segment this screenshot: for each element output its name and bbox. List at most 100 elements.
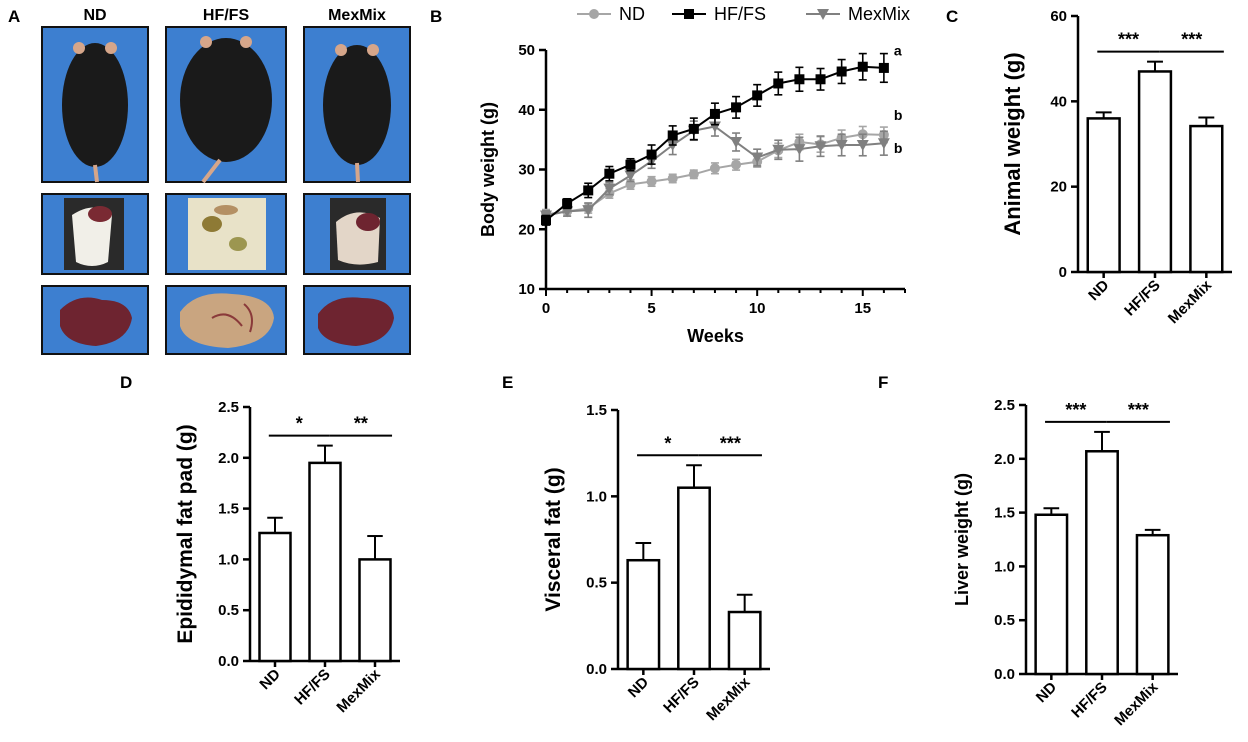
ear-icon: [105, 42, 117, 54]
group-letter: b: [894, 140, 903, 156]
visceral-fat-bar-chart: 0.0 0.5 1.0 1.5 Visceral fat (g) ND HF/FS MexMi…: [542, 402, 770, 724]
legend-marker: [589, 9, 599, 19]
bar: [1135, 533, 1170, 676]
x-tick-label: 15: [854, 300, 871, 317]
y-tick-label: 1.5: [994, 505, 1015, 522]
y-axis-label: Epididymal fat pad (g): [174, 424, 197, 643]
data-point: [731, 102, 742, 113]
y-tick-label: 20: [1050, 179, 1067, 196]
photo-panel: ND HF/FS MexMix: [41, 7, 411, 355]
y-tick-label: 2.0: [218, 450, 239, 467]
data-point: [646, 149, 657, 160]
y-axis-label: Body weight (g): [478, 102, 498, 237]
significance-label: *: [664, 433, 671, 453]
y-tick-label: 2.0: [994, 451, 1015, 468]
x-tick-label: ND: [256, 666, 283, 693]
panel-label-d: D: [120, 373, 132, 392]
y-tick-label: 60: [1050, 8, 1067, 25]
data-point: [878, 62, 889, 73]
bar: [727, 610, 762, 671]
data-point: [604, 168, 615, 179]
significance-label: *: [296, 414, 303, 434]
ear-icon: [73, 42, 85, 54]
x-tick-label: MexMix: [1111, 678, 1162, 729]
data-point: [877, 138, 890, 150]
body-weight-line-chart: 10 20 30 40 50 0 5 10 15 Weeks Body weight (g) a b b N…: [478, 4, 910, 346]
data-point: [646, 176, 657, 187]
significance-label: **: [354, 414, 368, 434]
bar: [1085, 450, 1119, 676]
x-tick-label: HF/FS: [1068, 679, 1111, 722]
animal-weight-bar-chart: 0 20 40 60 Animal weight (g) ND HF/FS MexMix ***…: [1000, 8, 1232, 327]
y-tick-label: 2.5: [218, 399, 239, 416]
y-tick-label: 0.0: [586, 661, 607, 678]
ear-icon: [335, 44, 347, 56]
data-point: [688, 123, 699, 134]
y-tick-label: 40: [518, 102, 535, 119]
panel-label-a: A: [8, 7, 20, 26]
y-axis-label: Liver weight (g): [952, 473, 972, 606]
photo-group-hffs: HF/FS: [203, 7, 250, 24]
data-point: [688, 169, 699, 180]
legend-marker: [817, 9, 829, 20]
data-point: [856, 140, 869, 152]
data-point: [625, 159, 636, 170]
bar: [1137, 70, 1173, 274]
significance-label: ***: [1118, 30, 1139, 50]
bar: [677, 486, 711, 671]
y-tick-label: 50: [518, 42, 535, 59]
mouse-body-hffs: [180, 38, 272, 162]
x-tick-label: ND: [1033, 679, 1060, 706]
y-tick-label: 10: [518, 281, 535, 298]
x-tick-label: ND: [625, 674, 652, 701]
data-point: [541, 215, 551, 226]
bar: [258, 531, 292, 663]
bar: [1189, 124, 1224, 274]
data-point: [624, 170, 637, 182]
legend-label: ND: [619, 4, 645, 24]
data-point: [582, 205, 595, 217]
x-tick-label: ND: [1085, 277, 1112, 304]
bar: [1034, 513, 1069, 676]
y-tick-label: 0.0: [994, 666, 1015, 683]
significance-label: ***: [1128, 400, 1149, 420]
liver-mexmix: [318, 297, 394, 346]
data-point: [857, 61, 868, 72]
y-tick-label: 1.0: [586, 488, 607, 505]
x-tick-label: 0: [542, 300, 550, 317]
data-point: [814, 141, 827, 153]
series-line-hffs: [545, 65, 884, 222]
x-axis-label: Weeks: [687, 326, 744, 346]
legend-marker: [684, 9, 694, 19]
x-tick-label: HF/FS: [1121, 277, 1164, 320]
y-axis-label: Animal weight (g): [1000, 52, 1025, 235]
y-tick-label: 1.5: [218, 501, 239, 518]
liver-nd: [60, 297, 132, 346]
x-tick-label: MexMix: [1165, 276, 1216, 327]
ear-icon: [240, 36, 252, 48]
data-point: [731, 159, 742, 170]
y-tick-label: 40: [1050, 93, 1067, 110]
data-point: [793, 144, 806, 156]
y-tick-label: 20: [518, 221, 535, 238]
data-point: [772, 144, 785, 156]
panel-label-b: B: [430, 7, 442, 26]
data-point: [752, 90, 763, 101]
data-point: [730, 137, 743, 149]
data-point: [709, 163, 720, 174]
x-tick-label: MexMix: [703, 673, 754, 724]
data-point: [667, 173, 678, 184]
bar: [358, 558, 392, 663]
tail-icon: [201, 158, 222, 184]
mouse-body-mexmix: [323, 45, 391, 165]
panel-label-c: C: [946, 7, 958, 26]
x-tick-label: 10: [749, 300, 766, 317]
data-point: [709, 108, 720, 119]
x-tick-label: HF/FS: [291, 666, 334, 709]
y-tick-label: 1.0: [218, 551, 239, 568]
photo-group-nd: ND: [83, 7, 106, 24]
bar: [308, 461, 342, 663]
y-tick-label: 0.5: [994, 612, 1015, 629]
legend-label: MexMix: [848, 4, 910, 24]
x-tick-label: MexMix: [333, 665, 384, 716]
